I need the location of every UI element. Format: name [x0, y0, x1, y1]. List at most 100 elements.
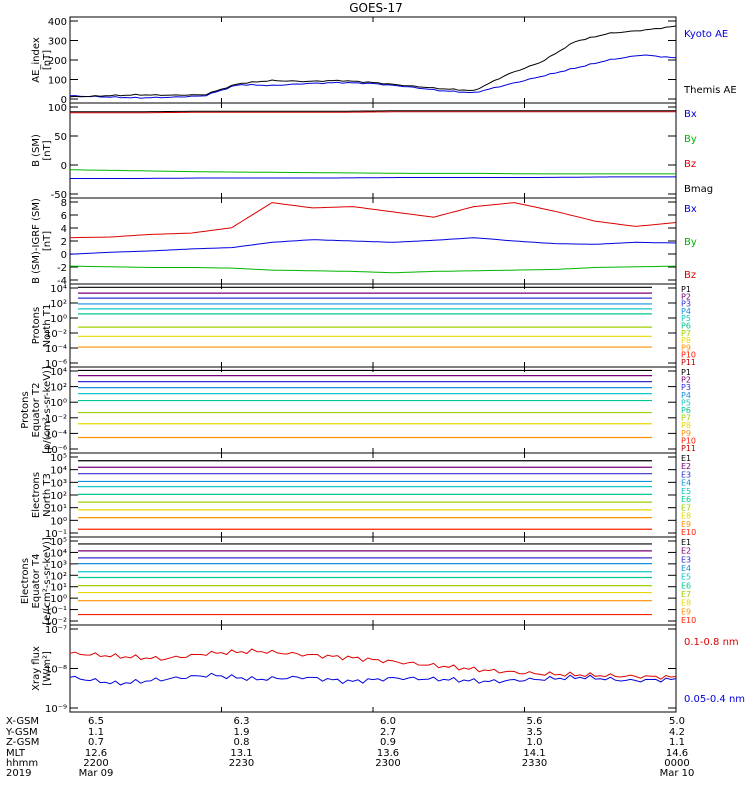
legend-label: P11	[681, 444, 696, 453]
y-axis-label: B (SM)-IGRF (SM)	[31, 198, 42, 284]
footer-row-label: X-GSM	[6, 716, 39, 727]
legend-label: P2	[681, 376, 691, 385]
y-tick-label: 10⁰	[50, 398, 67, 409]
y-tick-label: 10⁻²	[45, 329, 67, 340]
panel-frame-ae	[69, 16, 677, 104]
legend-label: E3	[681, 470, 691, 479]
series-bmag	[70, 110, 676, 113]
y-tick-label: 10⁻¹	[45, 606, 67, 617]
legend-label: E10	[681, 616, 696, 625]
y-tick-label: 300	[48, 37, 67, 48]
series-kyoto-ae	[69, 54, 677, 99]
legend-label: E5	[681, 487, 691, 496]
footer-cell: 5.6	[527, 716, 543, 727]
y-tick-label: 10⁻⁸	[45, 665, 67, 676]
series-by	[69, 265, 677, 274]
panel-frame-en	[69, 452, 677, 538]
footer-cell: 6.0	[380, 716, 396, 727]
y-axis-label: Protons	[31, 307, 42, 344]
footer-ephemeris: X-GSMY-GSMZ-GSMMLThhmm20196.51.10.712.62…	[5, 716, 694, 779]
y-tick-label: 10⁴	[50, 548, 67, 559]
footer-row-label: Z-GSM	[6, 737, 39, 748]
y-tick-label: -4	[57, 276, 67, 287]
footer-cell: 14.1	[523, 748, 545, 759]
footer-cell: 2230	[229, 758, 254, 769]
footer-row-label: hhmm	[6, 758, 38, 769]
legend-label: P3	[681, 383, 691, 392]
y-axis-label: B (SM)	[31, 134, 42, 167]
legend-label: E4	[681, 479, 691, 488]
y-axis-label: [p/(cm²-s-sr-keV)]	[42, 366, 53, 454]
legend-label: Bz	[684, 159, 696, 170]
panel-frame-ee	[69, 536, 677, 626]
panel-frame-bsm	[69, 102, 677, 199]
legend-label: P5	[681, 314, 691, 323]
y-axis-label: Equator T4	[31, 554, 42, 609]
legend-label: E1	[681, 538, 691, 547]
footer-cell: 4.2	[669, 727, 685, 738]
y-tick-label: 0	[61, 161, 67, 172]
y-tick-label: 6	[61, 211, 67, 222]
y-tick-label: 10²	[50, 491, 67, 502]
footer-cell: 2300	[375, 758, 400, 769]
y-tick-label: 0	[61, 250, 67, 261]
y-axis-label: [nT]	[42, 140, 53, 160]
legend-label: E5	[681, 573, 691, 582]
panel-frame-xray	[69, 624, 677, 713]
legend-label: E7	[681, 590, 691, 599]
legend-label: P7	[681, 414, 691, 423]
legend-label: P9	[681, 429, 691, 438]
y-tick-label: 10⁻²	[45, 617, 67, 628]
y-tick-label: 10⁻⁹	[45, 704, 67, 715]
y-tick-label: 10⁻¹	[45, 529, 67, 540]
y-tick-label: 10⁻⁷	[45, 625, 67, 636]
legend-label: P8	[681, 336, 691, 345]
legend-label: E8	[681, 512, 691, 521]
y-tick-label: 10⁰	[50, 594, 67, 605]
legend-label: P6	[681, 406, 691, 415]
legend-label: P2	[681, 292, 691, 301]
y-tick-label: 10⁻²	[45, 414, 67, 425]
footer-cell: 1.1	[669, 737, 685, 748]
legend-label: E8	[681, 599, 691, 608]
y-axis-label: AE_index	[31, 37, 42, 83]
y-tick-label: 10³	[50, 560, 67, 571]
footer-cell: 0.7	[88, 737, 104, 748]
y-tick-label: 10⁻⁶	[45, 445, 67, 456]
legend-label: Themis AE	[683, 85, 737, 96]
footer-cell: 2330	[522, 758, 547, 769]
legend-label: E2	[681, 462, 691, 471]
series-themis-ae	[69, 25, 677, 98]
footer-cell: 2.7	[380, 727, 396, 738]
series-bx	[69, 237, 677, 255]
y-axis-label: Electrons	[20, 558, 31, 604]
footer-cell: 1.0	[527, 737, 543, 748]
series-0-05-0-4-nm	[69, 672, 677, 686]
chart-title: GOES-17	[349, 1, 403, 15]
y-axis-label: North T3	[42, 473, 53, 517]
footer-cell: 13.6	[377, 748, 399, 759]
legend-label: By	[684, 237, 697, 248]
legend-label: E2	[681, 547, 691, 556]
y-tick-label: 50	[54, 132, 67, 143]
y-tick-label: 10⁻⁶	[45, 359, 67, 370]
panel-frame-bigrf	[69, 197, 677, 285]
panel-frame-pn	[69, 283, 677, 368]
y-tick-label: 10⁰	[50, 314, 67, 325]
legend-label: E9	[681, 607, 691, 616]
series-bz	[70, 111, 676, 114]
y-tick-label: 10⁵	[50, 453, 67, 464]
y-tick-label: 10⁰	[50, 516, 67, 527]
legend-label: Bz	[684, 270, 696, 281]
y-axis-label: Xray flux	[31, 646, 42, 691]
series-by	[70, 169, 676, 175]
footer-cell: Mar 09	[79, 768, 114, 779]
y-tick-label: 10⁻⁴	[45, 344, 67, 355]
y-tick-label: 10²	[50, 571, 67, 582]
legend-label: P5	[681, 398, 691, 407]
footer-cell: 1.9	[234, 727, 250, 738]
y-axis-label: Protons	[20, 391, 31, 428]
legend-label: P8	[681, 421, 691, 430]
